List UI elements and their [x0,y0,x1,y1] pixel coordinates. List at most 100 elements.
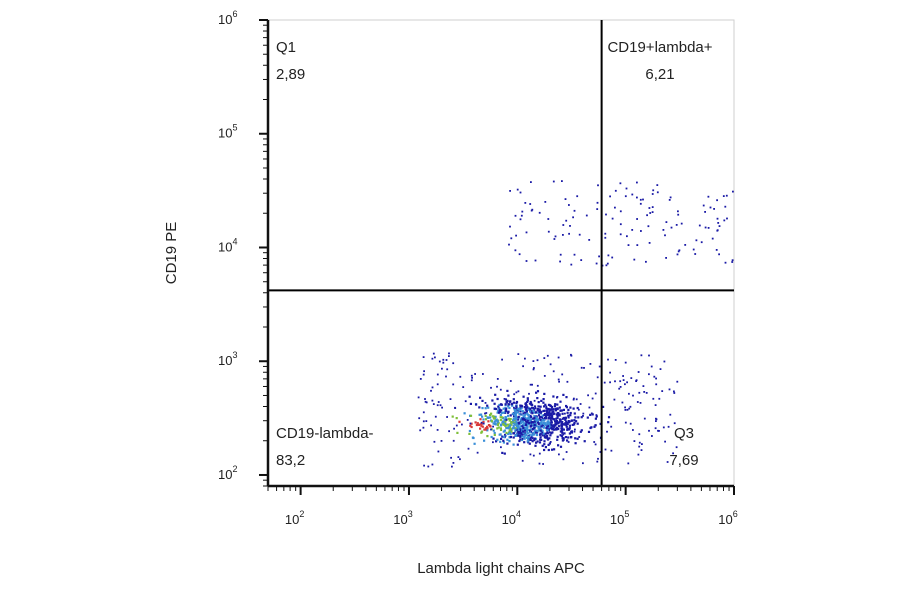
event-dot [613,398,616,401]
event-dot [530,209,533,212]
event-dot [591,397,594,400]
event-dot [611,256,614,259]
event-dot [486,404,489,407]
event-dot [628,392,630,395]
event-dot [532,368,535,371]
event-dot [576,406,579,410]
event-dot [432,403,435,405]
event-dot [523,428,526,431]
quadrant-percentage: 83,2 [276,452,305,469]
event-dot [522,427,525,430]
event-dot [565,396,568,399]
event-dot [548,427,551,430]
event-dot [522,415,525,418]
event-dot [525,260,528,262]
event-dot [526,428,529,431]
event-dot [677,210,679,213]
event-dot [432,352,435,355]
event-dot [525,425,528,428]
event-dot [475,423,478,427]
event-dot [441,406,443,409]
event-dot [506,389,509,392]
event-dot [422,356,425,358]
event-dot [482,418,485,421]
event-dot [541,434,544,437]
event-dot [504,398,507,401]
event-dot [512,398,515,401]
event-dot [618,387,621,390]
event-dot [704,226,707,229]
event-dot [425,420,428,422]
event-dot [530,402,533,405]
event-dot [632,394,634,397]
event-dot [481,425,484,428]
event-dot [631,193,634,196]
event-dot [548,431,551,434]
event-dot [446,368,449,371]
event-dot [716,217,719,220]
event-dot [595,262,598,265]
event-dot [501,435,504,438]
event-dot [716,199,718,202]
event-dot [610,449,613,452]
event-dot [504,433,506,436]
event-dot [518,432,521,435]
event-dot [529,417,532,421]
event-dot [436,429,439,431]
event-dot [724,205,727,208]
event-dot [501,411,504,414]
event-dot [516,426,519,429]
event-dot [573,397,575,400]
event-dot [522,412,525,415]
event-dot [667,425,670,428]
event-dot [548,415,551,419]
event-dot [628,407,631,410]
event-dot [521,210,524,213]
event-dot [483,428,486,431]
event-dot [497,409,500,412]
event-dot [512,424,515,427]
event-dot [481,415,484,418]
event-dot [572,398,575,401]
event-dot [542,401,545,404]
event-dot [501,358,503,361]
event-dot [556,403,559,406]
event-dot [502,430,505,433]
event-dot [517,415,520,418]
event-dot [648,429,650,432]
event-dot [534,407,537,410]
event-dot [455,417,458,420]
event-dot [535,419,538,422]
event-dot [648,373,650,376]
event-dot [430,424,432,427]
event-dot [574,442,577,445]
event-dot [573,419,576,422]
event-dot [580,366,583,369]
event-dot [456,431,459,434]
event-dot [497,426,500,429]
y-tick-label: 106 [218,9,237,27]
event-dot [515,421,518,424]
event-dot [496,438,499,441]
event-dot [495,418,498,421]
event-dot [583,440,586,443]
event-dot [565,406,568,409]
event-dot [502,420,505,423]
event-dot [522,431,525,435]
event-dot [731,261,734,263]
event-dot [698,224,701,227]
event-dot [542,421,545,424]
event-dot [442,361,445,364]
event-dot [564,436,567,439]
event-dot [505,427,508,430]
event-dot [571,423,574,426]
event-dot [659,368,662,370]
event-dot [569,411,572,415]
event-dot [574,416,577,419]
event-dot [553,448,556,451]
event-dot [490,386,492,389]
event-dot [560,434,563,437]
event-dot [524,423,528,426]
event-dot [624,406,626,409]
event-dot [555,427,558,430]
